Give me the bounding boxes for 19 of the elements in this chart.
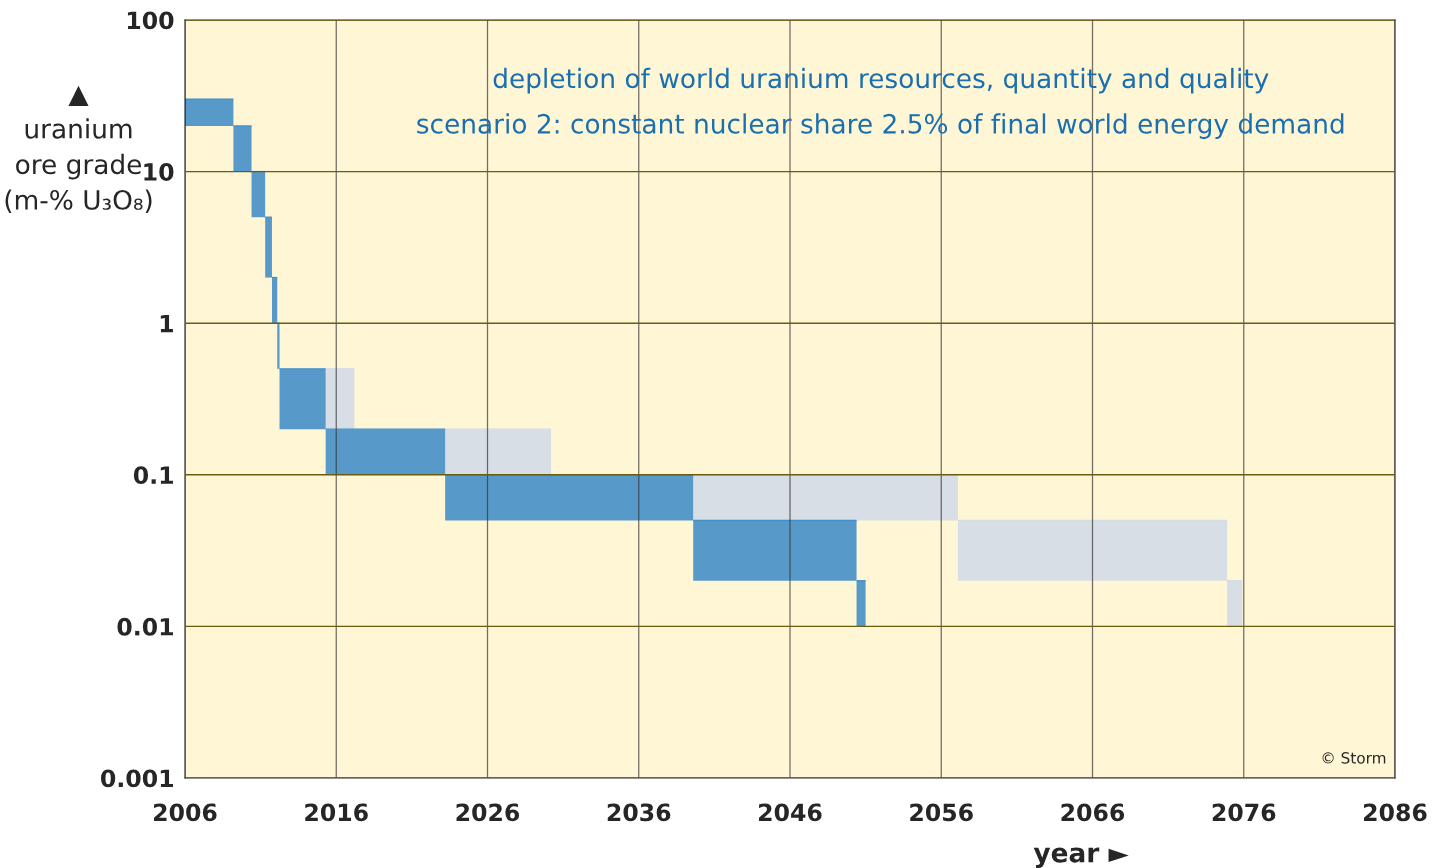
bar [233, 125, 252, 172]
y-tick-label: 0.001 [101, 769, 173, 788]
x-tick-label: 2026 [456, 803, 520, 822]
x-tick-label: 2006 [154, 803, 217, 822]
bar [445, 429, 552, 475]
x-tick-label: 2036 [607, 803, 671, 822]
annotation: © Storm [1322, 752, 1386, 764]
x-tick-label: 2056 [910, 803, 973, 822]
x-tick-label: 2016 [305, 803, 368, 822]
x-tick-label: 2076 [1212, 803, 1276, 822]
y-tick-label: 10 [144, 163, 174, 181]
y-tick-label: 0.01 [117, 617, 173, 636]
x-axis-title: year ► [1033, 847, 1129, 868]
x-tick-label: 2046 [759, 803, 822, 822]
y-tick-label: 0.1 [133, 466, 173, 485]
y-tick-label: 100 [127, 11, 174, 30]
x-tick-label: 2066 [1061, 803, 1125, 822]
x-tick-label: 2086 [1364, 803, 1427, 822]
y-tick-label: 1 [160, 314, 173, 333]
